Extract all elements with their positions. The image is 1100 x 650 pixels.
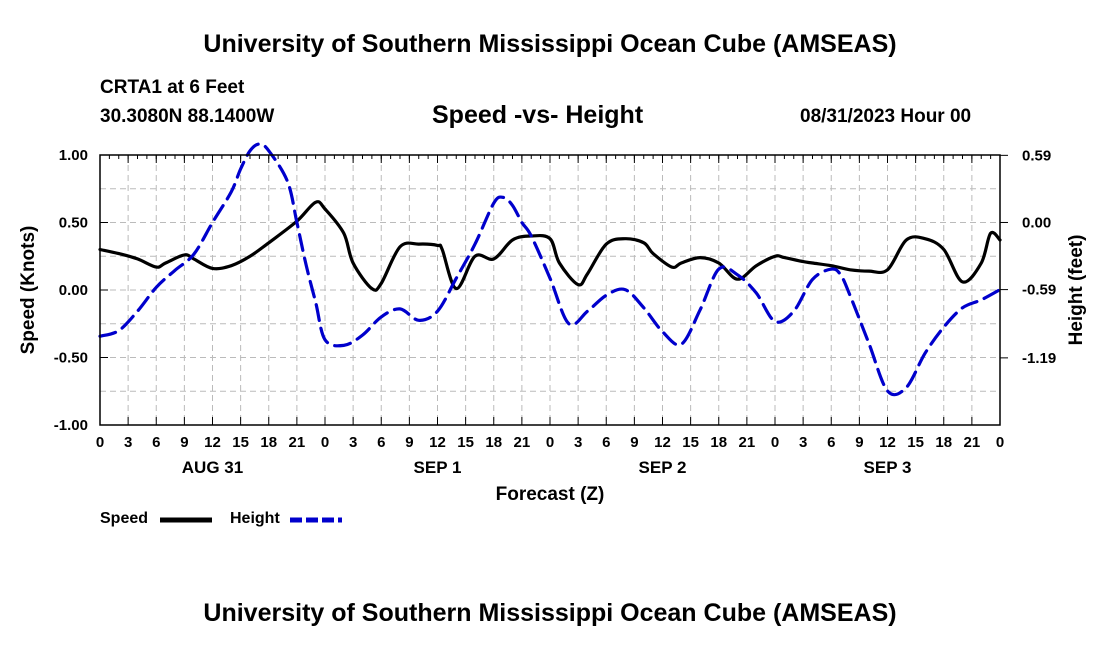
y2-tick-label: 0.00 bbox=[1022, 214, 1051, 231]
series-line-speed bbox=[98, 200, 1002, 292]
speed-height-chart: 0 3 6 9 12 15 18 21 0 3 6 9 12 15 18 21 0 3 6 9 12 15 18 21 0 3 6 9… bbox=[18, 142, 1087, 505]
x-tick-label: 0 bbox=[321, 434, 329, 451]
x-tick-label: 12 bbox=[654, 434, 671, 451]
x-tick-label: 9 bbox=[180, 434, 188, 451]
y-tick-label: -1.00 bbox=[54, 417, 88, 434]
x-tick-label: 6 bbox=[377, 434, 385, 451]
series-line-height bbox=[98, 142, 1002, 397]
x-tick-label: 18 bbox=[485, 434, 502, 451]
y-tick-label: 0.00 bbox=[59, 282, 88, 299]
axis-labels: 0 3 6 9 12 15 18 21 0 3 6 9 12 15 18 21 0 3 6 9 12 15 18 21 0 3 6 9… bbox=[54, 147, 1056, 477]
legend-height-label: Height bbox=[230, 510, 280, 527]
day-label: AUG 31 bbox=[182, 458, 243, 477]
day-label: SEP 2 bbox=[639, 458, 687, 477]
y-axis-label: Speed (Knots) bbox=[18, 226, 39, 355]
x-tick-label: 12 bbox=[429, 434, 446, 451]
x-tick-label: 9 bbox=[405, 434, 413, 451]
forecast-datetime: 08/31/2023 Hour 00 bbox=[800, 106, 972, 127]
x-tick-label: 18 bbox=[260, 434, 277, 451]
axis-ticks bbox=[99, 154, 1008, 426]
x-tick-label: 3 bbox=[124, 434, 132, 451]
x-tick-label: 6 bbox=[602, 434, 610, 451]
y-tick-label: 0.50 bbox=[59, 215, 88, 232]
station-label: CRTA1 at 6 Feet bbox=[100, 77, 245, 98]
x-axis-label: Forecast (Z) bbox=[496, 484, 605, 505]
y2-tick-label: -1.19 bbox=[1022, 350, 1056, 367]
x-tick-label: 9 bbox=[630, 434, 638, 451]
legend-speed-line bbox=[160, 517, 212, 523]
x-tick-label: 12 bbox=[204, 434, 221, 451]
x-tick-label: 21 bbox=[514, 434, 531, 451]
x-tick-label: 21 bbox=[964, 434, 981, 451]
x-tick-label: 0 bbox=[996, 434, 1004, 451]
day-label: SEP 1 bbox=[414, 458, 462, 477]
x-tick-label: 21 bbox=[739, 434, 756, 451]
x-tick-label: 15 bbox=[457, 434, 474, 451]
y-tick-label: 1.00 bbox=[59, 147, 88, 164]
legend-height-line bbox=[290, 517, 342, 523]
x-tick-label: 21 bbox=[289, 434, 306, 451]
x-tick-label: 15 bbox=[682, 434, 699, 451]
footer-title: University of Southern Mississippi Ocean… bbox=[203, 599, 897, 627]
x-tick-label: 6 bbox=[827, 434, 835, 451]
y-tick-label: -0.50 bbox=[54, 350, 88, 367]
series-layer bbox=[98, 142, 1002, 397]
coordinates-label: 30.3080N 88.1400W bbox=[100, 106, 275, 127]
page-title: University of Southern Mississippi Ocean… bbox=[203, 30, 897, 58]
x-tick-label: 9 bbox=[855, 434, 863, 451]
y2-tick-label: -0.59 bbox=[1022, 282, 1056, 299]
x-tick-label: 0 bbox=[771, 434, 779, 451]
x-tick-label: 3 bbox=[574, 434, 582, 451]
x-tick-label: 15 bbox=[232, 434, 249, 451]
y2-axis-label: Height (feet) bbox=[1066, 235, 1087, 346]
chart-subtitle: Speed -vs- Height bbox=[432, 101, 644, 129]
x-tick-label: 12 bbox=[879, 434, 896, 451]
x-tick-label: 0 bbox=[96, 434, 104, 451]
day-label: SEP 3 bbox=[864, 458, 912, 477]
x-tick-label: 6 bbox=[152, 434, 160, 451]
x-tick-label: 0 bbox=[546, 434, 554, 451]
legend-speed-label: Speed bbox=[100, 510, 149, 527]
y2-tick-label: 0.59 bbox=[1022, 147, 1051, 164]
x-tick-label: 18 bbox=[935, 434, 952, 451]
x-tick-label: 18 bbox=[710, 434, 727, 451]
x-tick-label: 3 bbox=[349, 434, 357, 451]
x-tick-label: 3 bbox=[799, 434, 807, 451]
grid-lines bbox=[100, 155, 1000, 425]
x-tick-label: 15 bbox=[907, 434, 924, 451]
